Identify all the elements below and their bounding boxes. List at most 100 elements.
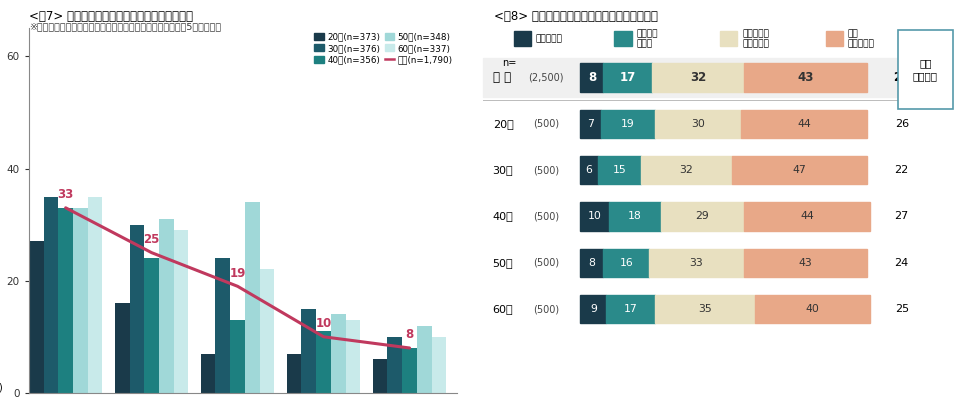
- FancyBboxPatch shape: [581, 202, 610, 230]
- FancyBboxPatch shape: [601, 110, 655, 138]
- FancyBboxPatch shape: [744, 63, 867, 92]
- Text: <図8> 今後の食材宅配の利用意向（単一回答）: <図8> 今後の食材宅配の利用意向（単一回答）: [494, 10, 659, 23]
- Text: 8: 8: [405, 328, 414, 341]
- Text: 32: 32: [690, 71, 707, 84]
- Text: (500): (500): [533, 119, 559, 129]
- Text: 16: 16: [619, 258, 634, 268]
- FancyBboxPatch shape: [610, 202, 660, 230]
- Text: 60代: 60代: [492, 304, 514, 314]
- Text: (500): (500): [533, 165, 559, 175]
- FancyBboxPatch shape: [744, 249, 867, 277]
- Bar: [230, 320, 245, 393]
- Bar: [402, 348, 417, 393]
- FancyBboxPatch shape: [649, 249, 744, 277]
- Text: 25: 25: [143, 233, 159, 246]
- Text: 17: 17: [619, 71, 636, 84]
- Bar: [59, 208, 73, 393]
- Text: ※ベース：今までに食材宅配を利用したことがない人／上位5項目を抜粋: ※ベース：今までに食材宅配を利用したことがない人／上位5項目を抜粋: [29, 22, 221, 31]
- Text: 利用したい: 利用したい: [536, 34, 563, 43]
- Text: (500): (500): [533, 304, 559, 314]
- Bar: [201, 354, 215, 393]
- Bar: [432, 337, 446, 393]
- FancyBboxPatch shape: [484, 58, 946, 97]
- Text: 19: 19: [229, 266, 246, 279]
- Text: したくない: したくない: [742, 39, 769, 48]
- Text: 6: 6: [586, 165, 592, 175]
- Text: (500): (500): [533, 258, 559, 268]
- Text: 15: 15: [612, 165, 626, 175]
- Text: 利用: 利用: [848, 29, 858, 38]
- Bar: [245, 202, 260, 393]
- Bar: [260, 269, 275, 393]
- FancyBboxPatch shape: [581, 156, 598, 184]
- Bar: [174, 230, 188, 393]
- Text: 33: 33: [58, 188, 74, 201]
- Text: 18: 18: [628, 211, 642, 222]
- Bar: [159, 219, 174, 393]
- Text: やや利用: やや利用: [636, 29, 658, 38]
- FancyBboxPatch shape: [604, 249, 649, 277]
- Bar: [43, 196, 59, 393]
- FancyBboxPatch shape: [581, 110, 601, 138]
- Bar: [144, 258, 159, 393]
- Bar: [215, 258, 230, 393]
- Text: 29: 29: [695, 211, 709, 222]
- Text: 10: 10: [588, 211, 602, 222]
- FancyBboxPatch shape: [655, 110, 741, 138]
- Text: 44: 44: [800, 211, 814, 222]
- Text: 43: 43: [799, 258, 812, 268]
- FancyBboxPatch shape: [732, 156, 867, 184]
- Bar: [130, 225, 144, 393]
- Bar: [301, 309, 316, 393]
- Text: 50代: 50代: [492, 258, 514, 268]
- FancyBboxPatch shape: [640, 156, 732, 184]
- Bar: [388, 337, 402, 393]
- Text: 40: 40: [805, 304, 820, 314]
- FancyBboxPatch shape: [652, 63, 744, 92]
- Text: 24: 24: [895, 258, 909, 268]
- FancyBboxPatch shape: [756, 295, 870, 323]
- Bar: [316, 331, 331, 393]
- Text: 22: 22: [895, 165, 909, 175]
- Text: 7: 7: [588, 119, 594, 129]
- Text: 17: 17: [624, 304, 637, 314]
- Text: 43: 43: [797, 71, 814, 84]
- Text: 25: 25: [894, 71, 910, 84]
- FancyBboxPatch shape: [744, 202, 870, 230]
- Bar: [115, 303, 130, 393]
- Text: <図7> 食材宅配を利用しない理由（複数回答）: <図7> 食材宅配を利用しない理由（複数回答）: [29, 10, 193, 23]
- Text: n=: n=: [502, 58, 516, 68]
- Text: 30: 30: [691, 119, 705, 129]
- Text: 27: 27: [895, 211, 909, 222]
- Text: 47: 47: [793, 165, 806, 175]
- FancyBboxPatch shape: [741, 110, 867, 138]
- FancyBboxPatch shape: [581, 249, 604, 277]
- Bar: [331, 314, 346, 393]
- Text: (%): (%): [0, 383, 3, 393]
- Bar: [372, 359, 388, 393]
- Text: 全 体: 全 体: [492, 71, 511, 84]
- Bar: [287, 354, 301, 393]
- Text: 利用
したい計: 利用 したい計: [913, 59, 938, 81]
- Bar: [87, 196, 103, 393]
- FancyBboxPatch shape: [604, 63, 652, 92]
- Text: 33: 33: [689, 258, 704, 268]
- Text: 9: 9: [590, 304, 597, 314]
- FancyBboxPatch shape: [598, 156, 640, 184]
- Text: したくない: したくない: [848, 39, 875, 48]
- Bar: [417, 326, 432, 393]
- Text: 40代: 40代: [492, 211, 514, 222]
- Text: 8: 8: [588, 71, 596, 84]
- FancyBboxPatch shape: [607, 295, 655, 323]
- Text: (500): (500): [533, 211, 559, 222]
- FancyBboxPatch shape: [655, 295, 756, 323]
- Bar: [29, 241, 43, 393]
- Text: 35: 35: [698, 304, 712, 314]
- Text: したい: したい: [636, 39, 653, 48]
- FancyBboxPatch shape: [660, 202, 744, 230]
- Text: 30代: 30代: [492, 165, 514, 175]
- Text: 20代: 20代: [492, 119, 514, 129]
- FancyBboxPatch shape: [581, 63, 604, 92]
- FancyBboxPatch shape: [581, 295, 607, 323]
- Text: 8: 8: [588, 258, 595, 268]
